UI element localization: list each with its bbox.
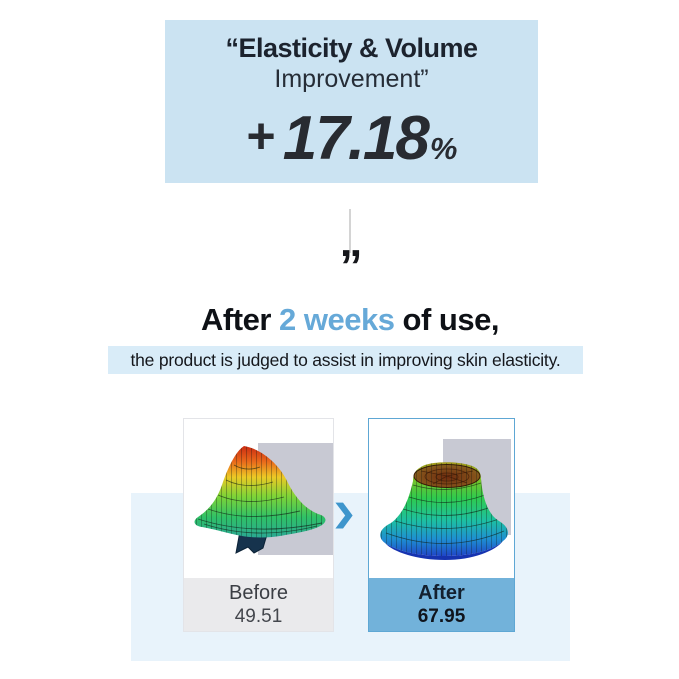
claim-value-number: 17.18 — [282, 104, 430, 173]
before-value: 49.51 — [234, 605, 283, 627]
claim-title-line1: “Elasticity & Volume — [225, 33, 478, 63]
headline-highlight: 2 weeks — [279, 302, 395, 337]
headline-suffix: of use, — [394, 302, 500, 337]
after-surface-plot — [380, 439, 511, 560]
chevron-right-icon: ❯ — [331, 500, 357, 528]
subtitle-text: the product is judged to assist in impro… — [130, 349, 561, 370]
claim-value: +17.18% — [165, 103, 538, 174]
after-value: 67.95 — [417, 605, 466, 627]
after-plot-area — [369, 419, 514, 578]
headline: After 2 weeks of use, — [21, 302, 679, 338]
before-plot-area — [184, 419, 333, 578]
headline-prefix: After — [201, 302, 279, 337]
before-footer: Before 49.51 — [184, 578, 333, 631]
after-card: After 67.95 — [368, 418, 515, 632]
after-footer: After 67.95 — [369, 578, 514, 631]
closing-quote-mark: ” — [339, 240, 363, 292]
claim-box: “Elasticity & Volume Improvement” +17.18… — [165, 20, 538, 183]
claim-value-unit: % — [429, 131, 458, 166]
before-card: Before 49.51 — [183, 418, 334, 632]
claim-value-plus: + — [245, 108, 275, 164]
vertical-divider — [349, 209, 351, 253]
before-surface-plot — [194, 443, 333, 555]
subtitle-highlight-band: the product is judged to assist in impro… — [108, 346, 583, 374]
claim-title-line2: Improvement” — [274, 65, 429, 93]
after-label: After — [418, 581, 465, 604]
before-label: Before — [229, 581, 288, 604]
